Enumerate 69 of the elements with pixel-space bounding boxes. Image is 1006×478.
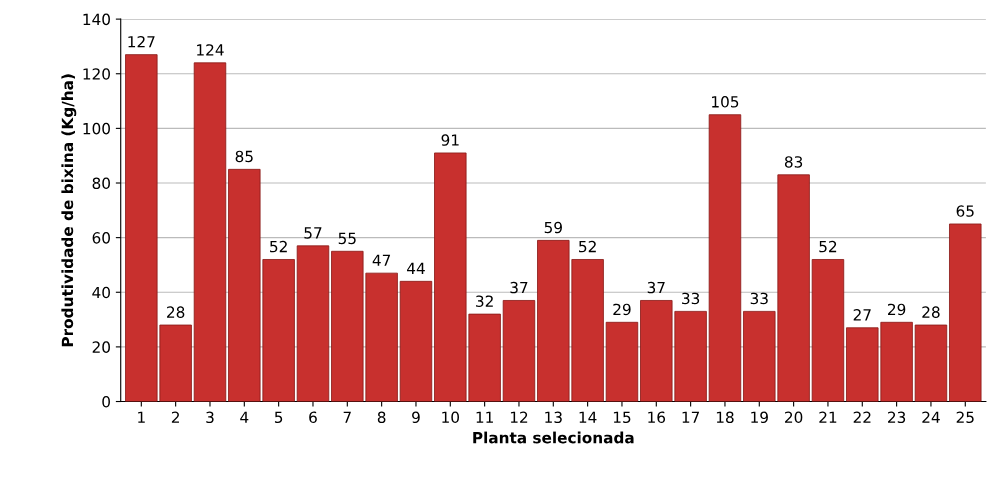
x-tick-label: 16 xyxy=(648,411,666,424)
data-label: 91 xyxy=(441,134,459,146)
x-tick-label: 3 xyxy=(206,411,214,424)
data-label: 33 xyxy=(682,292,700,305)
bar xyxy=(605,321,639,402)
data-label: 52 xyxy=(579,240,596,253)
data-label: 29 xyxy=(613,303,631,316)
data-label: 33 xyxy=(750,292,768,305)
x-tick-label: 7 xyxy=(343,411,351,423)
y-tick-label: 20 xyxy=(92,341,110,353)
x-tick-label: 22 xyxy=(853,411,871,423)
x-tick-label: 21 xyxy=(819,411,837,423)
x-tick-label: 24 xyxy=(922,411,940,423)
y-tick-label: 120 xyxy=(83,68,110,80)
bar xyxy=(708,114,742,402)
x-axis-title: Planta selecionada xyxy=(473,431,634,444)
data-label: 37 xyxy=(510,281,528,294)
data-label: 127 xyxy=(128,35,155,48)
x-tick-label: 6 xyxy=(309,411,317,424)
data-label: 28 xyxy=(167,306,185,318)
data-label: 57 xyxy=(304,227,322,239)
x-tick-label: 20 xyxy=(785,411,803,424)
y-tick-label: 60 xyxy=(92,232,110,244)
bar xyxy=(949,223,982,402)
x-tick-label: 12 xyxy=(510,411,528,423)
data-label: 124 xyxy=(197,44,224,56)
x-tick-label: 13 xyxy=(545,411,562,424)
bar xyxy=(399,280,433,402)
bar xyxy=(914,324,948,402)
data-label: 44 xyxy=(407,262,425,274)
data-label: 105 xyxy=(712,96,739,108)
x-tick-label: 14 xyxy=(579,411,597,423)
data-label: 52 xyxy=(819,240,837,253)
y-axis-title: Produtividade de bixina (Kg/ha) xyxy=(61,74,77,347)
x-tick-label: 10 xyxy=(442,411,460,424)
data-label: 47 xyxy=(372,254,391,266)
x-tick-label: 2 xyxy=(171,411,179,423)
data-label: 65 xyxy=(956,205,974,217)
x-tick-label: 5 xyxy=(274,411,283,424)
y-tick-label: 0 xyxy=(102,395,110,408)
x-tick-label: 1 xyxy=(138,411,145,423)
x-tick-label: 19 xyxy=(751,411,768,424)
data-label: 52 xyxy=(270,240,287,253)
x-tick-label: 9 xyxy=(412,411,420,424)
bar xyxy=(502,300,536,402)
y-tick-label: 40 xyxy=(92,286,110,299)
data-label: 32 xyxy=(476,295,493,307)
x-tick-label: 4 xyxy=(240,411,249,423)
x-tick-label: 17 xyxy=(682,411,700,423)
x-tick-label: 15 xyxy=(613,411,631,424)
y-tick-label: 140 xyxy=(83,13,110,26)
bar xyxy=(193,62,227,402)
y-tick-label: 80 xyxy=(92,177,110,190)
data-label: 85 xyxy=(235,150,253,163)
bar xyxy=(296,245,330,402)
bar xyxy=(811,259,845,402)
data-label: 28 xyxy=(922,306,940,318)
data-label: 83 xyxy=(784,156,803,168)
data-label: 29 xyxy=(888,303,906,316)
x-tick-label: 8 xyxy=(377,411,386,424)
x-tick-label: 25 xyxy=(956,411,974,424)
data-label: 27 xyxy=(853,309,871,321)
x-tick-label: 23 xyxy=(888,411,906,424)
data-label: 55 xyxy=(338,232,356,245)
y-tick-label: 100 xyxy=(83,122,110,135)
data-label: 59 xyxy=(544,221,562,234)
x-tick-label: 11 xyxy=(476,411,493,423)
data-label: 37 xyxy=(647,281,665,294)
x-tick-label: 18 xyxy=(716,411,734,424)
